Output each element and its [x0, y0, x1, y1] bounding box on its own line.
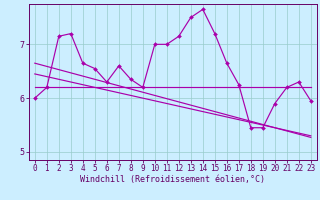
X-axis label: Windchill (Refroidissement éolien,°C): Windchill (Refroidissement éolien,°C) — [80, 175, 265, 184]
